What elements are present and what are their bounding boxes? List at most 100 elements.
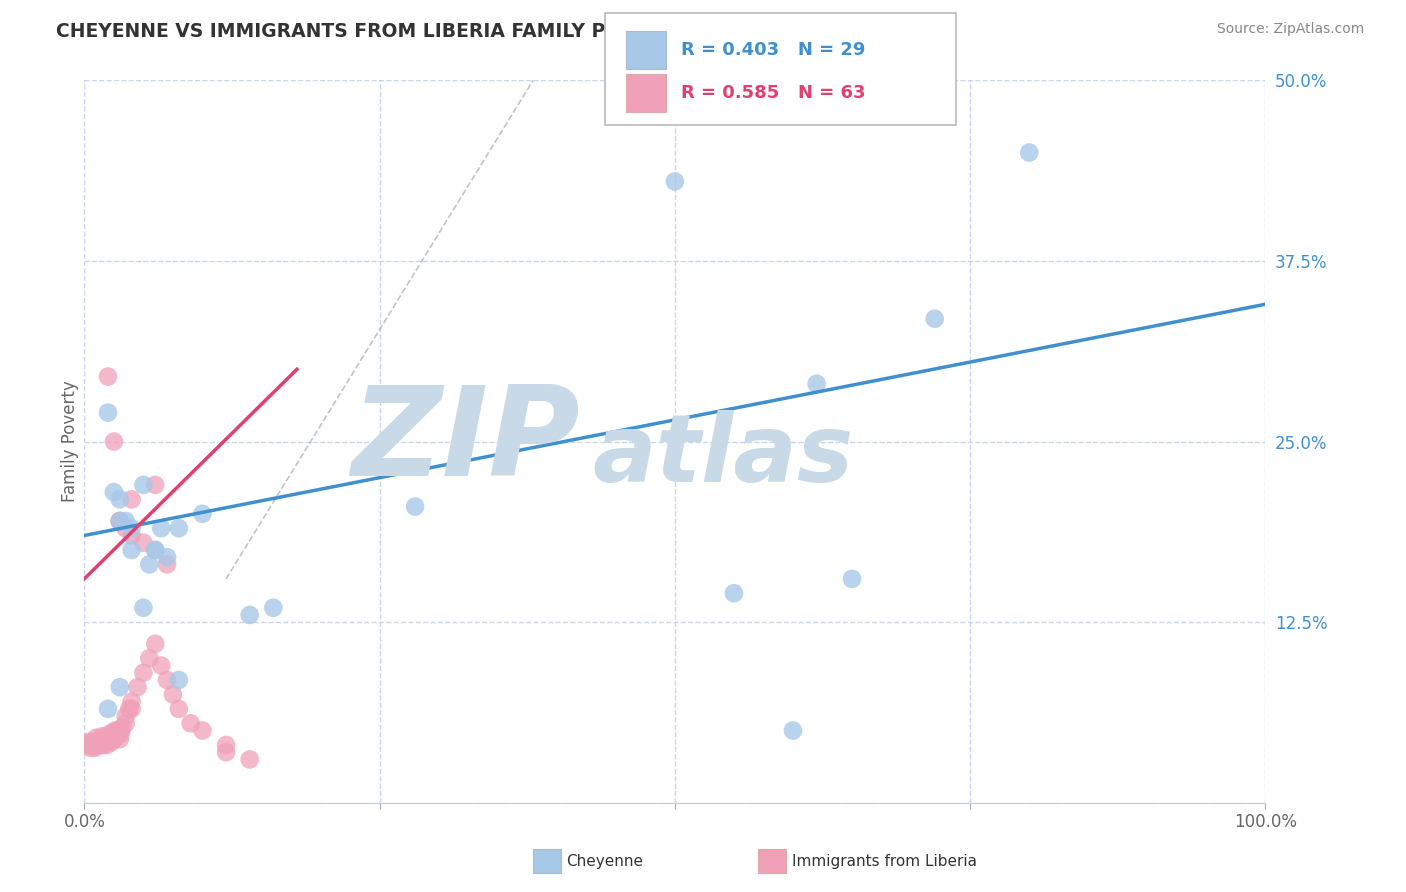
- Point: [97, 702, 120, 716]
- Point: [103, 434, 125, 449]
- Text: Cheyenne: Cheyenne: [567, 855, 644, 869]
- Point: [90, 732, 112, 747]
- Point: [107, 723, 129, 738]
- Point: [114, 709, 136, 723]
- Point: [121, 521, 143, 535]
- Point: [91, 729, 114, 743]
- Point: [215, 738, 238, 752]
- Text: R = 0.585   N = 63: R = 0.585 N = 63: [681, 84, 865, 102]
- Text: atlas: atlas: [592, 410, 853, 502]
- Point: [132, 478, 155, 492]
- Point: [98, 726, 121, 740]
- Point: [121, 542, 143, 557]
- Point: [98, 732, 121, 747]
- Text: R = 0.403   N = 29: R = 0.403 N = 29: [681, 41, 865, 59]
- Point: [84, 738, 107, 752]
- Point: [87, 735, 110, 749]
- Point: [84, 740, 107, 755]
- Point: [215, 745, 238, 759]
- Point: [239, 607, 262, 622]
- Point: [91, 738, 114, 752]
- Point: [127, 680, 149, 694]
- Point: [111, 721, 134, 735]
- Point: [104, 723, 127, 738]
- Point: [82, 738, 104, 752]
- Point: [83, 738, 105, 752]
- Point: [156, 558, 179, 572]
- Point: [924, 311, 946, 326]
- Point: [132, 665, 155, 680]
- Point: [108, 723, 131, 738]
- Point: [118, 702, 141, 716]
- Point: [167, 521, 190, 535]
- Point: [114, 514, 136, 528]
- Point: [138, 558, 160, 572]
- Point: [76, 738, 98, 752]
- Point: [191, 723, 214, 738]
- Point: [180, 716, 202, 731]
- Point: [91, 735, 114, 749]
- Text: ZIP: ZIP: [352, 381, 581, 502]
- Point: [97, 406, 120, 420]
- Point: [101, 729, 124, 743]
- Point: [841, 572, 863, 586]
- Point: [121, 702, 143, 716]
- Point: [97, 729, 120, 743]
- Point: [162, 687, 184, 701]
- Point: [191, 507, 214, 521]
- Text: Source: ZipAtlas.com: Source: ZipAtlas.com: [1216, 22, 1364, 37]
- Point: [105, 729, 128, 743]
- Point: [77, 738, 100, 752]
- Point: [167, 673, 190, 687]
- Point: [404, 500, 426, 514]
- Point: [100, 735, 122, 749]
- Point: [150, 521, 173, 535]
- Point: [132, 600, 155, 615]
- Point: [150, 658, 173, 673]
- Point: [103, 726, 125, 740]
- Point: [97, 735, 120, 749]
- Point: [143, 542, 166, 557]
- Point: [143, 637, 166, 651]
- Point: [156, 673, 179, 687]
- Point: [79, 740, 101, 755]
- Point: [143, 478, 166, 492]
- Point: [121, 528, 143, 542]
- Point: [167, 702, 190, 716]
- Point: [108, 492, 131, 507]
- Text: Immigrants from Liberia: Immigrants from Liberia: [792, 855, 977, 869]
- Point: [114, 521, 136, 535]
- Point: [262, 600, 284, 615]
- Point: [121, 695, 143, 709]
- Point: [93, 732, 115, 747]
- Point: [664, 174, 686, 188]
- Point: [84, 731, 107, 745]
- Point: [806, 376, 828, 391]
- Point: [138, 651, 160, 665]
- Point: [80, 735, 103, 749]
- Point: [1018, 145, 1040, 160]
- Point: [121, 492, 143, 507]
- Point: [108, 514, 131, 528]
- Point: [89, 738, 111, 752]
- Point: [239, 752, 262, 766]
- Point: [143, 542, 166, 557]
- Point: [103, 485, 125, 500]
- Point: [156, 550, 179, 565]
- Point: [107, 726, 129, 740]
- Point: [108, 732, 131, 747]
- Point: [108, 514, 131, 528]
- Point: [132, 535, 155, 549]
- Point: [94, 729, 117, 743]
- Point: [114, 716, 136, 731]
- Point: [97, 369, 120, 384]
- Point: [782, 723, 804, 738]
- Point: [108, 680, 131, 694]
- Point: [110, 726, 132, 740]
- Point: [103, 732, 125, 747]
- Point: [77, 735, 100, 749]
- Point: [108, 514, 131, 528]
- Point: [723, 586, 745, 600]
- Y-axis label: Family Poverty: Family Poverty: [60, 381, 79, 502]
- Text: CHEYENNE VS IMMIGRANTS FROM LIBERIA FAMILY POVERTY CORRELATION CHART: CHEYENNE VS IMMIGRANTS FROM LIBERIA FAMI…: [56, 22, 920, 41]
